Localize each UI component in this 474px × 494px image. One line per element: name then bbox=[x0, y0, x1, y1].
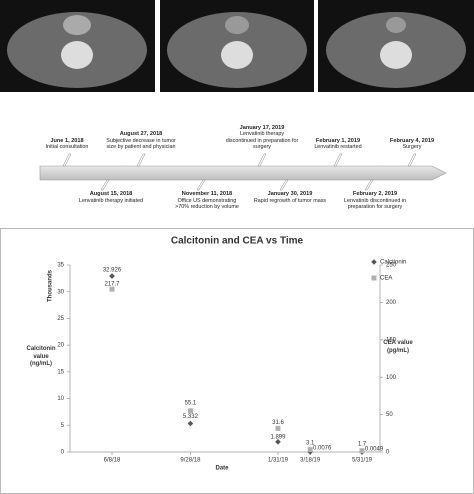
legend-marker bbox=[371, 275, 377, 281]
event-date: August 15, 2018 bbox=[89, 191, 133, 197]
x-axis-label: Date bbox=[215, 466, 229, 472]
event-flag bbox=[364, 179, 374, 191]
point bbox=[187, 420, 194, 427]
point bbox=[275, 425, 281, 431]
y2-tick-label: 100 bbox=[386, 375, 397, 381]
timeline-event: February 4, 2019 Surgery bbox=[375, 138, 449, 151]
event-date: August 27, 2018 bbox=[119, 131, 163, 138]
event-text: Surgery bbox=[402, 144, 422, 151]
timeline-event: February 1, 2019 Lenvatinib restarted bbox=[301, 138, 375, 151]
point bbox=[275, 439, 281, 445]
ct-bone bbox=[221, 41, 253, 69]
timeline-flags bbox=[62, 153, 417, 191]
event-text: Lenvatinib discontinued in preparation f… bbox=[343, 197, 407, 211]
event-flag bbox=[62, 153, 72, 167]
chart: Calcitonin and CEA vs Time Date Thousand… bbox=[48, 236, 407, 472]
event-date: February 1, 2019 bbox=[315, 137, 361, 144]
event-date: June 1, 2018 bbox=[50, 137, 84, 144]
event-text: Subjective decrease in tumor size by pat… bbox=[106, 137, 176, 151]
ct-thyroid bbox=[225, 16, 249, 34]
point bbox=[109, 273, 115, 279]
point bbox=[187, 408, 193, 414]
y-tick-label: 0 bbox=[61, 450, 65, 456]
event-text: Office US demonstrating >70% reduction b… bbox=[175, 197, 239, 211]
point bbox=[109, 286, 115, 292]
event-flag bbox=[407, 153, 417, 167]
y-tick-label: 15 bbox=[57, 369, 64, 375]
ct-images bbox=[0, 0, 474, 92]
x-tick-label: 5/31/19 bbox=[352, 458, 373, 464]
event-text: Lenvatinib restarted bbox=[314, 144, 362, 151]
timeline-event: June 1, 2018 Initial consultation bbox=[30, 138, 104, 151]
x-tick-label: 3/18/19 bbox=[300, 458, 321, 464]
data-label: 1.899 bbox=[270, 434, 286, 440]
timeline-event: November 11, 2018 Office US demonstrating… bbox=[170, 191, 244, 211]
timeline-event: January 17, 2019 Lenvatinib therapy disco… bbox=[225, 125, 299, 151]
y-tick-label: 30 bbox=[57, 289, 64, 295]
data-label: 0.0049 bbox=[365, 447, 384, 453]
legend-label: CEA bbox=[380, 276, 392, 282]
event-text: Rapid regrowth of tumor mass bbox=[253, 197, 327, 204]
y2-tick-label: 250 bbox=[386, 263, 397, 269]
event-flag bbox=[333, 153, 343, 167]
y-tick-label: 35 bbox=[57, 263, 64, 269]
event-text: Lenvatinib therapy discontinued in prepa… bbox=[225, 131, 299, 151]
legend-marker bbox=[371, 259, 377, 265]
timeline-event: February 2, 2019 Lenvatinib discontinued … bbox=[338, 191, 412, 211]
event-flag bbox=[100, 179, 110, 191]
event-date: February 2, 2019 bbox=[352, 191, 398, 197]
event-flag bbox=[279, 179, 289, 191]
data-label: 1.7 bbox=[358, 441, 367, 447]
event-text: Lenvatinib therapy initiated bbox=[78, 197, 144, 204]
y-tick-label: 25 bbox=[57, 316, 64, 322]
data-label: 31.6 bbox=[272, 420, 284, 426]
data-label: 217.7 bbox=[104, 282, 120, 288]
timeline-event: August 15, 2018 Lenvatinib therapy initia… bbox=[74, 191, 148, 204]
y-tick-label: 10 bbox=[57, 396, 64, 402]
timeline-event: August 27, 2018 Subjective decrease in tu… bbox=[104, 131, 178, 151]
data-label: 5.332 bbox=[183, 414, 199, 420]
event-date: January 30, 2019 bbox=[267, 191, 313, 197]
y2-tick-label: 200 bbox=[386, 300, 397, 306]
legend-label: Calcitonin bbox=[380, 260, 406, 266]
chart-frame bbox=[0, 228, 474, 494]
event-date: February 4, 2019 bbox=[389, 137, 435, 144]
ct-bone bbox=[61, 41, 93, 69]
y2-axis-label: CEA value (pg/mL) bbox=[383, 340, 413, 354]
y-axis-label: Calcitonin value (ng/mL) bbox=[26, 346, 56, 367]
event-date: November 11, 2018 bbox=[181, 191, 233, 197]
x-tick-label: 9/28/18 bbox=[180, 458, 201, 464]
point bbox=[307, 447, 313, 453]
data-label: 3.1 bbox=[306, 440, 315, 446]
y2-tick-label: 150 bbox=[386, 337, 397, 343]
chart-title: Calcitonin and CEA vs Time bbox=[171, 236, 304, 247]
event-text: Initial consultation bbox=[45, 144, 89, 151]
ct-thyroid bbox=[386, 17, 406, 33]
y-tick-label: 5 bbox=[61, 423, 65, 429]
ct-thyroid bbox=[63, 15, 91, 35]
ct-bone bbox=[380, 41, 412, 69]
event-flag bbox=[136, 153, 146, 167]
x-tick-label: 6/8/18 bbox=[104, 458, 121, 464]
y-unit-label: Thousands bbox=[48, 269, 54, 302]
x-tick-label: 1/31/19 bbox=[268, 458, 289, 464]
data-label: 32.926 bbox=[103, 268, 122, 274]
data-label: 0.0076 bbox=[313, 446, 332, 452]
event-date: January 17, 2019 bbox=[239, 124, 285, 131]
y2-tick-label: 0 bbox=[386, 450, 390, 456]
event-flag bbox=[196, 179, 206, 191]
timeline-bar bbox=[39, 165, 447, 181]
timeline-event: January 30, 2019 Rapid regrowth of tumor … bbox=[253, 191, 327, 204]
y-tick-label: 20 bbox=[57, 343, 64, 349]
y2-tick-label: 50 bbox=[386, 412, 393, 418]
data-label: 55.1 bbox=[185, 400, 197, 406]
point bbox=[359, 448, 365, 454]
event-flag bbox=[257, 153, 267, 167]
